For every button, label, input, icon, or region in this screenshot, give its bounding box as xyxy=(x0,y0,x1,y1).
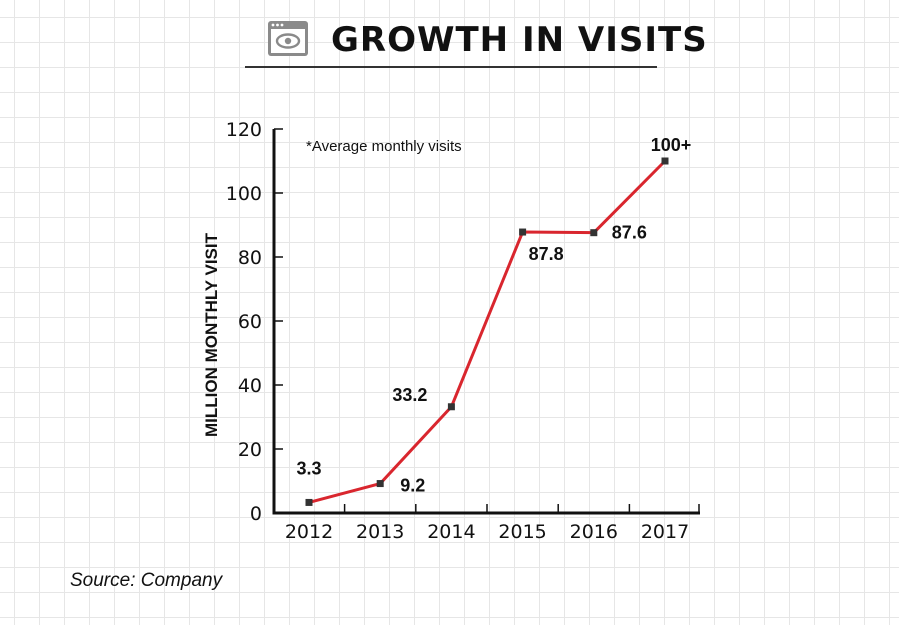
x-tick-label: 2014 xyxy=(427,521,475,543)
data-label: 87.6 xyxy=(612,223,647,243)
series-line xyxy=(308,159,667,504)
y-tick-label: 60 xyxy=(238,311,262,333)
x-tick-label: 2017 xyxy=(641,521,689,543)
data-point xyxy=(305,498,313,506)
y-tick-label: 20 xyxy=(238,439,262,461)
data-point xyxy=(447,403,455,411)
tick-labels: 0 20 40 60 80 100 120 2012 2013 2014 2015 2016 2017 xyxy=(226,119,689,543)
y-tick-label: 120 xyxy=(226,119,262,141)
y-axis-label: MILLION MONTHLY VISIT xyxy=(202,232,221,437)
data-label: 33.2 xyxy=(392,385,427,405)
data-label: 100+ xyxy=(651,135,692,155)
data-point xyxy=(661,157,669,165)
chart-annotation: *Average monthly visits xyxy=(306,138,462,155)
chart-title: GROWTH IN VISITS xyxy=(331,20,708,60)
x-tick-label: 2015 xyxy=(498,521,546,543)
data-point xyxy=(519,228,527,236)
data-point xyxy=(376,480,384,488)
y-tick-label: 80 xyxy=(238,247,262,269)
x-tick-label: 2016 xyxy=(570,521,618,543)
source-note: Source: Company xyxy=(70,570,223,591)
x-tick-label: 2012 xyxy=(285,521,333,543)
data-label: 87.8 xyxy=(529,244,564,264)
title-underline xyxy=(245,66,657,68)
y-tick-label: 0 xyxy=(250,503,262,525)
chart-axes xyxy=(272,128,700,515)
chart-header: GROWTH IN VISITS xyxy=(245,10,707,68)
y-tick-label: 100 xyxy=(226,183,262,205)
data-label: 9.2 xyxy=(400,476,425,496)
browser-eye-icon xyxy=(268,21,308,56)
x-tick-label: 2013 xyxy=(356,521,404,543)
y-tick-label: 40 xyxy=(238,375,262,397)
data-point xyxy=(590,229,598,237)
data-label: 3.3 xyxy=(296,458,321,478)
series-group: 3.3 9.2 33.2 87.8 87.6 100+ xyxy=(296,135,691,506)
